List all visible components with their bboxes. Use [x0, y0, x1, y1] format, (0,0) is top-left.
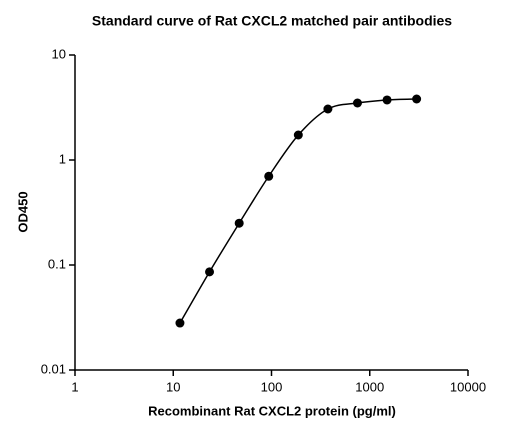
x-tick-label: 1	[71, 379, 78, 394]
data-point	[175, 318, 185, 328]
x-tick-label: 1000	[355, 379, 384, 394]
x-axis-label: Recombinant Rat CXCL2 protein (pg/ml)	[148, 403, 396, 418]
chart-title: Standard curve of Rat CXCL2 matched pair…	[92, 13, 452, 29]
data-point	[264, 171, 274, 181]
y-tick-label: 10	[52, 46, 66, 61]
data-point	[323, 104, 333, 114]
x-tick-label: 10	[166, 379, 180, 394]
y-tick-label: 0.1	[48, 256, 66, 271]
data-point	[293, 130, 303, 140]
y-axis-label: OD450	[15, 191, 30, 232]
x-tick-label: 10000	[450, 379, 486, 394]
data-point	[234, 218, 244, 228]
data-point	[205, 267, 215, 277]
data-point	[412, 94, 422, 104]
y-tick-label: 0.01	[41, 361, 66, 376]
y-tick-label: 1	[59, 151, 66, 166]
data-point	[352, 98, 362, 108]
data-point	[382, 95, 392, 105]
x-tick-label: 100	[261, 379, 283, 394]
